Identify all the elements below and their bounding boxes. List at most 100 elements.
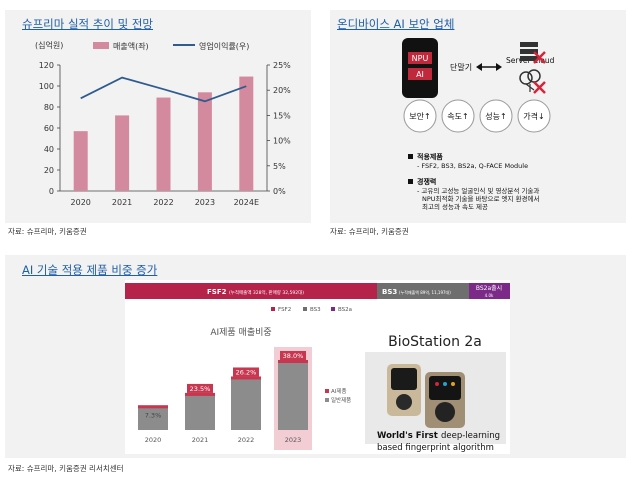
margin-line — [80, 76, 247, 103]
right-tick-label: 20% — [273, 86, 291, 95]
left-tick-label: 20 — [44, 166, 54, 175]
legend-label-sales: 매출액(좌) — [113, 41, 149, 51]
panel-title-ai-share: AI 기술 적용 제품 비중 증가 — [22, 263, 158, 277]
right-tick-label: 10% — [273, 137, 291, 146]
legend-bs2a: BS2a — [338, 307, 352, 313]
right-tick-label: 25% — [273, 61, 291, 70]
banner-bs2a-label: BS2a출시 — [476, 284, 502, 292]
note-line: - FSF2, BS3, BS2a, Q-FACE Module — [417, 162, 528, 170]
left-tick-label: 0 — [49, 187, 54, 196]
sales-bar — [156, 97, 171, 191]
left-tick-label: 60 — [44, 124, 54, 133]
legend-general-products: 일반제품 — [331, 396, 351, 404]
x-tick-label: 2022 — [238, 436, 255, 444]
ondevice-panel — [330, 10, 626, 223]
legend-swatch-general — [325, 398, 329, 402]
general-product-bar — [138, 405, 168, 430]
ai-share-label-box — [233, 367, 259, 377]
tagline-rest: deep-learning — [441, 431, 500, 441]
left-tick-label: 40 — [44, 145, 54, 154]
product-title: BioStation 2a — [388, 334, 482, 350]
svg-text:속도↑: 속도↑ — [447, 112, 468, 121]
sales-chart: (십억원) 매출액(좌) 영업이익률(우) 0 20 40 60 80 100 120 0% 5… — [35, 40, 291, 207]
benefit-performance: 성능↑ — [479, 99, 513, 133]
note-head-competitiveness: 경쟁력 — [417, 177, 436, 186]
npu-chip — [408, 52, 432, 64]
ai-share-label: 38.0% — [283, 352, 304, 360]
panel-title-ondevice: 온디바이스 AI 보안 업체 — [337, 17, 455, 31]
svg-text:보안↑: 보안↑ — [409, 111, 430, 121]
banner-fsf2-note: (누적매출액 328억, 판매량 32,592대) — [229, 289, 304, 296]
right-tick-label: 15% — [273, 111, 291, 120]
ai-chip — [408, 68, 432, 80]
note-line: - 고유의 고성능 얼굴인식 및 영상분석 기술과 — [417, 186, 539, 195]
general-product-bar — [185, 392, 215, 430]
svg-text:성능↑: 성능↑ — [485, 112, 506, 121]
biostation-device-image — [387, 364, 465, 428]
legend-swatch-sales — [93, 42, 109, 49]
ai-share-label-box — [280, 351, 306, 360]
general-product-bar — [231, 376, 261, 430]
x-tick-label: 2023 — [195, 198, 215, 207]
left-tick-label: 100 — [39, 82, 54, 91]
source-note-sales: 자료: 슈프리마, 키움증권 — [8, 227, 87, 236]
benefit-price: 가격↓ — [517, 99, 551, 133]
bullet-square-icon — [408, 179, 413, 184]
tagline-line2: based fingerprint algorithm — [377, 443, 494, 453]
ai-share-label-box — [187, 383, 213, 393]
general-product-bar — [278, 360, 308, 430]
ai-product-bar — [231, 376, 261, 380]
right-tick-label: 5% — [273, 162, 286, 171]
panel-title-sales: 슈프리마 실적 추이 및 전망 — [22, 17, 154, 31]
bullet-square-icon — [408, 154, 413, 159]
chart-legend: 매출액(좌) 영업이익률(우) — [93, 41, 249, 51]
sales-bar — [239, 76, 254, 191]
banner-bs3-note: (누적매출액 89억, 11,197대) — [399, 289, 451, 295]
x-tick-label: 2021 — [192, 436, 209, 444]
left-tick-label: 120 — [39, 61, 54, 70]
banner-bs3-label: BS3 — [382, 288, 397, 296]
tagline-bold: World's First — [377, 431, 438, 441]
note-head-products: 적용제품 — [417, 152, 443, 161]
cross-icon — [533, 51, 546, 64]
legend-swatch-bs2a — [331, 307, 335, 311]
arrow-left-head — [476, 63, 482, 71]
source-note-ondevice: 자료: 슈프리마, 키움증권 — [330, 227, 409, 236]
source-note-ai-share: 자료: 슈프리마, 키움증권 리서치센터 — [8, 464, 124, 473]
svg-text:가격↓: 가격↓ — [523, 111, 544, 121]
banner-fsf2-label: FSF2 — [207, 288, 227, 296]
sales-bar — [115, 115, 130, 191]
x-tick-label: 2020 — [145, 436, 162, 444]
banner-bs3 — [377, 283, 469, 299]
npu-label: NPU — [412, 54, 429, 63]
ondevice-diagram: NPU AI 단말기 Server Cloud 보안↑ 속도↑ 성능↑ — [402, 38, 555, 211]
legend-swatch-fsf2 — [271, 307, 275, 311]
right-tick-label: 0% — [273, 187, 286, 196]
benefit-speed: 속도↑ — [441, 99, 475, 133]
ai-product-bar — [185, 392, 215, 396]
legend-fsf2: FSF2 — [278, 307, 291, 313]
terminal-label: 단말기 — [450, 62, 472, 72]
x-tick-label: 2021 — [112, 198, 132, 207]
x-tick-label: 2022 — [153, 198, 173, 207]
banner-bs2a-note: 4.0k — [485, 293, 494, 298]
ai-share-label: 23.5% — [190, 385, 211, 393]
x-tick-label: 2024E — [234, 198, 259, 207]
legend-label-margin: 영업이익률(우) — [199, 41, 249, 51]
ai-product-bar — [278, 360, 308, 363]
server-icon — [520, 42, 538, 61]
banner-fsf2 — [125, 283, 377, 299]
arrow-right-head — [496, 63, 502, 71]
sales-bar — [197, 92, 212, 191]
banner-bs2a — [469, 283, 510, 299]
legend-swatch-ai — [325, 389, 329, 393]
benefit-security: 보안↑ — [403, 99, 437, 133]
ai-share-figure: FSF2 (누적매출액 328억, 판매량 32,592대) BS3 (누적매출… — [125, 280, 510, 454]
sales-bar — [73, 131, 88, 191]
left-tick-label: 80 — [44, 103, 54, 112]
note-line: NPU최적화 기술을 바탕으로 엣지 환경에서 — [422, 194, 540, 203]
ai-share-label: 26.2% — [236, 368, 257, 376]
legend-bs3: BS3 — [310, 307, 321, 313]
note-line: 최고의 성능과 속도 제공 — [422, 202, 488, 211]
x-tick-label: 2020 — [71, 198, 91, 207]
